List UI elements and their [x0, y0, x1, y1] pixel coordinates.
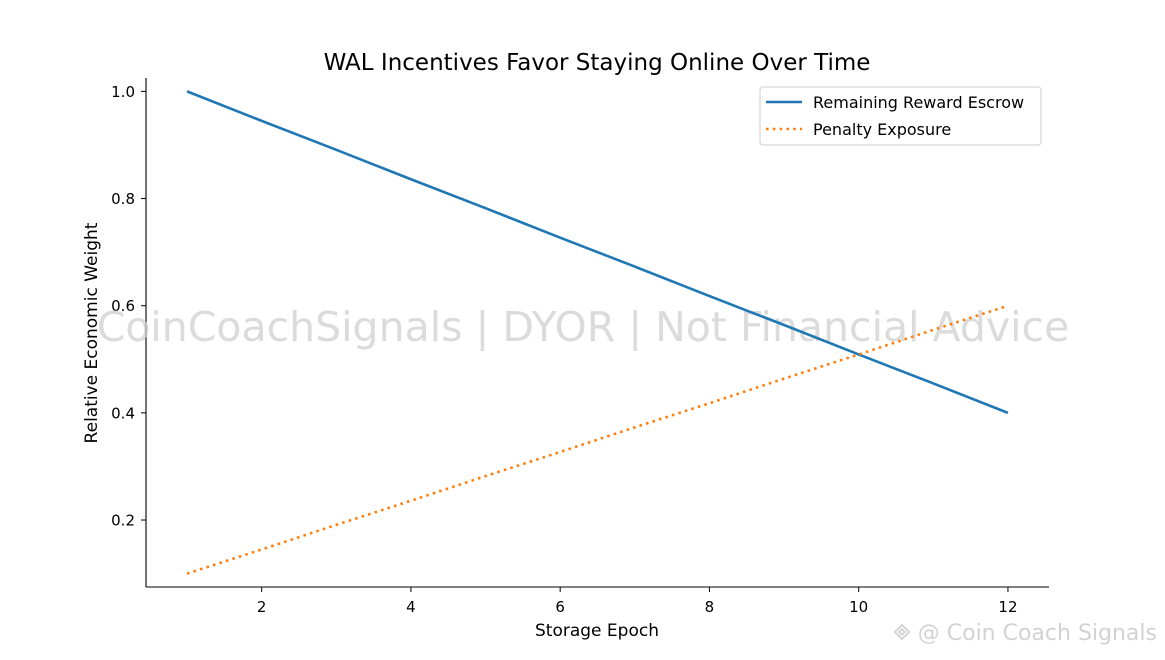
- series-group: [186, 90, 1009, 575]
- y-tick-label: 0.2: [111, 512, 135, 530]
- x-axis-label: Storage Epoch: [535, 621, 659, 641]
- x-tick-label: 12: [998, 598, 1017, 616]
- x-tick-label: 6: [555, 598, 565, 616]
- tick-group: 2 4 6 8 10 12 0.2 0.4 0.6 0.8 1.0: [111, 83, 1017, 616]
- x-tick-label: 8: [705, 598, 715, 616]
- legend-label-remaining-reward-escrow: Remaining Reward Escrow: [813, 93, 1024, 112]
- series-line-remaining-reward-escrow: [186, 90, 1009, 415]
- y-axis-label: Relative Economic Weight: [82, 222, 102, 443]
- diamond-logo-icon: [890, 620, 914, 646]
- x-tick-label: 2: [257, 598, 267, 616]
- center-watermark: CoinCoachSignals | DYOR | Not Financial …: [97, 303, 1070, 351]
- y-tick-label: 0.8: [111, 190, 135, 208]
- x-tick-label: 10: [849, 598, 868, 616]
- x-tick-label: 4: [406, 598, 416, 616]
- legend: Remaining Reward Escrow Penalty Exposure: [759, 86, 1042, 146]
- y-tick-label: 0.6: [111, 297, 135, 315]
- y-tick-label: 0.4: [111, 404, 135, 422]
- series-line-penalty-exposure: [186, 304, 1009, 575]
- legend-box: [759, 86, 1042, 146]
- y-tick-label: 1.0: [111, 83, 135, 101]
- chart-title: WAL Incentives Favor Staying Online Over…: [324, 50, 871, 76]
- corner-watermark: @ Coin Coach Signals: [890, 620, 1157, 646]
- legend-label-penalty-exposure: Penalty Exposure: [813, 120, 951, 139]
- axes: [145, 78, 1049, 588]
- corner-watermark-text: @ Coin Coach Signals: [917, 621, 1157, 646]
